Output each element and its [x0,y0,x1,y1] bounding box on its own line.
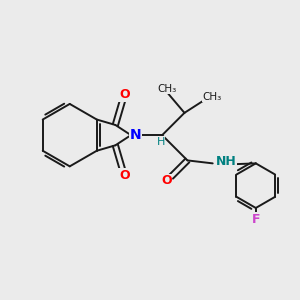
Text: CH₃: CH₃ [202,92,222,101]
Text: O: O [119,88,130,101]
Text: N: N [130,128,141,142]
Text: NH: NH [216,155,236,168]
Text: O: O [119,169,130,182]
Text: F: F [251,213,260,226]
Text: CH₃: CH₃ [157,84,176,94]
Text: H: H [157,137,165,147]
Text: O: O [161,174,172,188]
